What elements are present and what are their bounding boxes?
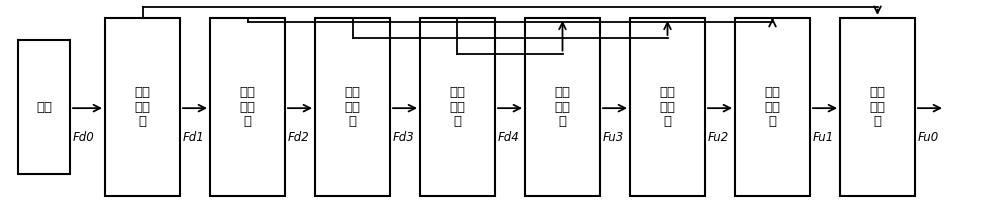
Text: 下采
样模
块: 下采 样模 块 <box>449 86 465 128</box>
Text: Fu1: Fu1 <box>813 131 834 144</box>
Text: 下采
样模
块: 下采 样模 块 <box>344 86 360 128</box>
Bar <box>840 18 915 196</box>
Text: 下采
样模
块: 下采 样模 块 <box>240 86 256 128</box>
Text: 下采
样模
块: 下采 样模 块 <box>134 86 150 128</box>
Bar <box>420 18 495 196</box>
Text: 输入: 输入 <box>36 101 52 114</box>
Text: 上采
样模
块: 上采 样模 块 <box>660 86 676 128</box>
Text: 上采
样模
块: 上采 样模 块 <box>765 86 780 128</box>
Text: Fd0: Fd0 <box>73 131 95 144</box>
Bar <box>315 18 390 196</box>
Text: Fd3: Fd3 <box>393 131 415 144</box>
Text: Fu2: Fu2 <box>708 131 729 144</box>
Bar <box>105 18 180 196</box>
Bar <box>525 18 600 196</box>
Bar <box>18 40 70 174</box>
Text: Fd1: Fd1 <box>183 131 205 144</box>
Text: 上采
样模
块: 上采 样模 块 <box>870 86 886 128</box>
Text: Fd2: Fd2 <box>288 131 310 144</box>
Text: 上采
样模
块: 上采 样模 块 <box>554 86 570 128</box>
Bar <box>735 18 810 196</box>
Text: Fd4: Fd4 <box>498 131 520 144</box>
Bar <box>210 18 285 196</box>
Text: Fu3: Fu3 <box>603 131 624 144</box>
Bar <box>630 18 705 196</box>
Text: Fu0: Fu0 <box>918 131 939 144</box>
